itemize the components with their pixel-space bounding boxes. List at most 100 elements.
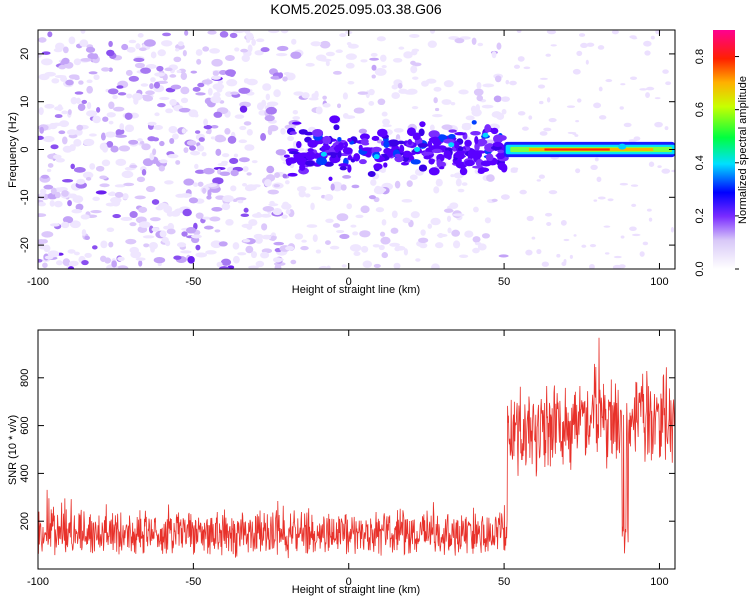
noise-blob [67,199,72,207]
noise-blob [205,183,218,188]
noise-blob [541,261,550,267]
noise-blob [164,180,174,185]
noise-blob [123,182,135,187]
noise-blob [125,69,133,76]
noise-blob [140,94,152,99]
noise-blob [273,183,281,188]
noise-blob [516,30,522,34]
noise-blob [230,91,239,95]
noise-blob [539,77,548,80]
noise-blob [371,64,377,71]
noise-blob [40,174,50,179]
noise-blob [633,136,641,141]
noise-blob [183,147,189,153]
noise-blob [84,235,90,240]
noise-blob [372,244,380,248]
noise-blob [285,245,295,251]
colorbar-tick-label: 0.4 [694,155,706,170]
x-tick-label: 0 [346,276,352,288]
noise-blob [129,164,138,169]
noise-blob [290,51,302,59]
noise-blob [95,165,105,172]
noise-blob [86,85,94,94]
noise-blob [176,242,187,248]
noise-blob [143,243,150,248]
noise-blob [411,106,419,110]
noise-blob [211,75,221,80]
noise-blob [170,210,181,217]
noise-blob [38,37,47,43]
signal-blob [296,141,302,149]
noise-blob [221,153,230,158]
noise-blob [306,224,318,228]
noise-blob [325,218,334,224]
noise-blob [38,107,44,116]
noise-blob [349,244,362,252]
signal-blob [312,129,324,137]
noise-blob [260,251,270,259]
signal-blob [287,148,297,152]
signal-blob [361,147,374,152]
noise-blob [355,214,364,219]
y-tick-label: 0 [19,146,31,152]
signal-blob [337,136,342,142]
noise-blob [202,187,207,194]
signal-blob [358,159,367,165]
noise-blob [432,114,443,118]
y-tick-label: 400 [19,464,31,482]
noise-blob [68,36,76,45]
noise-blob [336,229,345,234]
noise-blob [247,44,253,53]
signal-blob [436,158,442,168]
noise-blob [458,89,469,95]
noise-blob [646,86,655,91]
signal-blob [432,139,442,147]
noise-blob [232,242,240,250]
noise-blob [214,134,226,143]
noise-blob [262,206,275,212]
noise-blob [300,245,309,251]
noise-blob [212,177,224,185]
noise-blob [336,103,342,109]
signal-blob [371,146,382,153]
noise-blob [59,120,70,128]
noise-blob [80,214,90,220]
signal-blob [387,139,400,147]
noise-blob [597,45,605,50]
noise-blob [214,229,221,233]
signal-blob [428,158,435,165]
signal-blob [471,120,477,125]
noise-blob [454,38,465,44]
noise-blob [298,190,306,198]
noise-blob [310,202,315,211]
noise-blob [227,135,237,144]
noise-blob [273,241,285,246]
noise-blob [264,179,272,187]
noise-blob [377,98,386,106]
noise-blob [665,81,672,86]
noise-blob [135,43,141,50]
noise-blob [107,88,119,95]
signal-blob [470,130,481,136]
noise-blob [222,195,234,203]
x-tick-label: 100 [650,576,668,588]
noise-blob [275,149,287,156]
noise-blob [501,96,510,102]
noise-blob [410,60,416,66]
noise-blob [322,103,331,108]
noise-blob [509,80,517,86]
signal-blob [410,159,421,165]
noise-blob [203,118,209,126]
noise-blob [126,93,133,99]
noise-blob [108,40,113,47]
noise-blob [427,223,433,229]
signal-blob [428,167,440,176]
noise-blob [76,178,86,185]
noise-blob [201,216,211,220]
noise-blob [657,165,662,168]
noise-blob [645,92,650,99]
noise-blob [280,30,289,34]
noise-blob [188,197,199,204]
noise-blob [104,257,111,264]
noise-blob [270,235,276,242]
